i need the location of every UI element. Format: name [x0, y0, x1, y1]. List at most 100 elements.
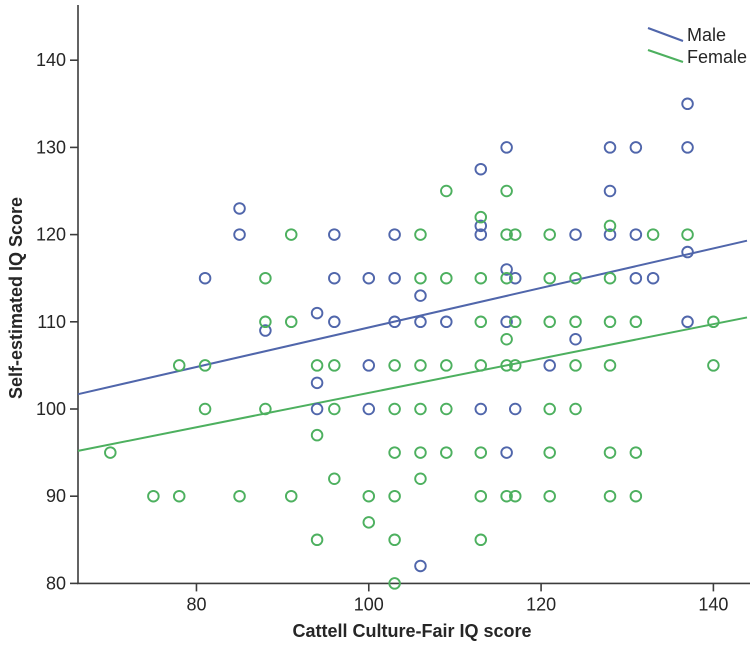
legend-male-line-icon — [647, 26, 684, 43]
data-point-female — [284, 228, 298, 241]
data-point-female — [388, 533, 401, 547]
data-point-male — [474, 162, 488, 176]
data-point-male — [681, 141, 694, 154]
data-point-female — [500, 359, 513, 372]
axes: 80 90 100 110 120 130 140 80 100 120 140 — [36, 5, 750, 614]
data-point-male — [233, 202, 246, 215]
data-point-female — [603, 359, 617, 372]
data-point-male — [629, 141, 643, 154]
data-point-female — [500, 271, 513, 285]
data-point-female — [508, 228, 522, 241]
data-point-female — [414, 472, 427, 486]
data-point-male — [629, 228, 643, 241]
data-point-female — [543, 271, 556, 285]
data-point-female — [603, 446, 617, 459]
data-point-female — [474, 271, 488, 285]
data-point-male — [500, 263, 513, 276]
trend-lines — [77, 239, 748, 452]
data-point-female — [388, 402, 401, 416]
data-point-male — [500, 141, 513, 154]
data-point-female — [388, 489, 401, 503]
data-point-female — [414, 359, 427, 372]
data-point-female — [310, 359, 324, 372]
x-tick-label: 80 — [186, 594, 206, 614]
data-point-male — [629, 271, 643, 285]
data-point-male — [233, 228, 246, 241]
data-point-female — [543, 228, 556, 241]
y-tick-label: 110 — [37, 312, 66, 332]
x-axis-title: Cattell Culture-Fair IQ score — [292, 621, 531, 641]
legend-female-label: Female — [687, 47, 747, 67]
data-point-female — [508, 489, 522, 503]
data-point-female — [474, 315, 488, 329]
data-point-female — [172, 489, 186, 503]
data-point-female — [440, 271, 453, 285]
trend-line-female — [77, 316, 748, 452]
data-point-female — [569, 359, 582, 372]
data-point-female — [259, 315, 272, 329]
data-point-female — [500, 228, 513, 241]
data-point-female — [543, 489, 556, 503]
data-point-male — [681, 245, 694, 259]
data-point-female — [284, 315, 298, 329]
y-tick-label: 90 — [46, 486, 66, 506]
data-point-female — [569, 402, 582, 416]
data-point-female — [500, 184, 513, 198]
data-point-male — [362, 271, 376, 285]
y-tick-label: 80 — [46, 573, 66, 593]
data-point-female — [259, 271, 272, 285]
data-point-female — [414, 271, 427, 285]
data-point-male — [474, 228, 488, 241]
x-tick-label: 120 — [526, 594, 556, 614]
y-tick-label: 140 — [36, 50, 66, 70]
data-point-male — [414, 559, 427, 573]
data-point-female — [440, 359, 453, 372]
trend-line-male — [77, 239, 748, 396]
data-point-female — [440, 402, 453, 416]
data-point-female — [440, 446, 453, 459]
data-point-female — [569, 315, 582, 329]
data-point-male — [388, 271, 401, 285]
data-point-male — [474, 402, 488, 416]
y-axis-title: Self-estimated IQ Score — [6, 197, 26, 399]
data-point-female — [543, 446, 556, 459]
data-point-male — [310, 402, 324, 416]
legend: Male Female — [647, 25, 747, 67]
data-point-male — [388, 228, 401, 241]
data-point-male — [603, 184, 617, 198]
data-point-male — [500, 315, 513, 329]
data-point-male — [508, 271, 522, 285]
data-point-male — [569, 332, 582, 346]
legend-female-line-icon — [647, 48, 684, 64]
data-point-female — [629, 446, 643, 459]
data-point-female — [681, 228, 694, 241]
data-point-female — [388, 577, 401, 590]
data-point-female — [147, 489, 160, 503]
data-point-female — [603, 271, 617, 285]
data-point-female — [474, 489, 488, 503]
data-point-male — [440, 315, 453, 329]
data-point-male — [328, 271, 341, 285]
data-point-male — [569, 228, 582, 241]
data-point-female — [233, 489, 246, 503]
data-point-female — [328, 359, 341, 372]
data-point-female — [310, 533, 324, 547]
data-point-female — [569, 271, 582, 285]
data-point-female — [328, 472, 341, 486]
x-tick-label: 100 — [354, 594, 384, 614]
data-point-male — [603, 228, 617, 241]
data-point-female — [474, 210, 488, 224]
data-point-male — [414, 315, 427, 329]
data-point-female — [603, 219, 617, 233]
data-point-female — [259, 402, 272, 416]
legend-male-label: Male — [687, 25, 726, 45]
data-point-male — [328, 315, 341, 329]
data-point-female — [707, 315, 720, 329]
data-point-female — [603, 489, 617, 503]
scatter-points — [104, 97, 720, 590]
data-point-female — [629, 315, 643, 329]
data-point-female — [508, 315, 522, 329]
data-point-female — [414, 446, 427, 459]
